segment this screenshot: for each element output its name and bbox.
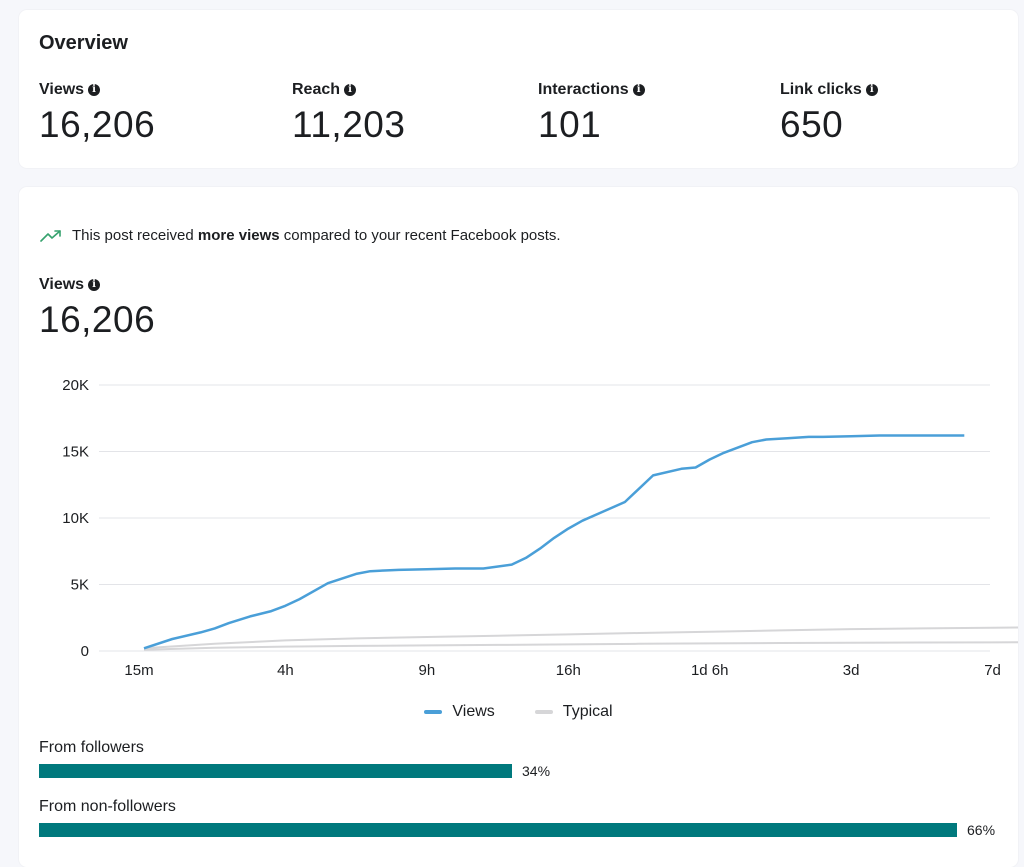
x-tick-label: 9h <box>419 662 436 679</box>
breakdown-percent: 66% <box>967 822 996 838</box>
overview-title: Overview <box>39 32 128 54</box>
legend-item-views[interactable]: Views <box>424 703 495 721</box>
insight-prefix: This post received <box>72 227 198 244</box>
x-tick-label: 4h <box>277 662 294 679</box>
x-tick-label: 16h <box>556 662 581 679</box>
x-tick-label: 15m <box>124 662 153 679</box>
views-card: This post received more views compared t… <box>19 187 1018 867</box>
breakdown-bar <box>39 764 512 778</box>
metric-label: Reach <box>292 81 341 98</box>
y-tick-label: 0 <box>81 643 89 660</box>
metric-link-clicks: Link clicks i 650 <box>780 80 878 146</box>
series-line-typical-upper[interactable] <box>143 626 1018 650</box>
breakdown-bar <box>39 823 957 837</box>
y-tick-label: 5K <box>71 577 89 594</box>
y-tick-label: 20K <box>62 377 89 394</box>
insight-text: This post received more views compared t… <box>72 227 561 244</box>
breakdown-label: From followers <box>39 739 144 756</box>
trending-up-icon <box>40 229 61 242</box>
metric-value: 16,206 <box>39 104 156 145</box>
info-icon[interactable]: i <box>344 84 357 96</box>
info-icon[interactable]: i <box>88 84 101 96</box>
info-icon[interactable]: i <box>632 84 645 96</box>
insight-emphasis: more views <box>197 227 280 244</box>
breakdown-non-followers: From non-followers 66% <box>39 798 995 838</box>
views-value: 16,206 <box>39 299 156 340</box>
y-tick-label: 10K <box>62 510 89 527</box>
metric-reach: Reach i 11,203 <box>292 80 405 146</box>
breakdown-label: From non-followers <box>39 798 176 815</box>
breakdown-percent: 34% <box>522 763 551 779</box>
legend-label: Typical <box>562 703 613 720</box>
y-tick-label: 15K <box>62 444 89 461</box>
series-line-views[interactable] <box>143 434 965 650</box>
views-summary: Views i 16,206 <box>39 275 155 341</box>
views-line-chart: 20K 15K 10K 5K 0 15m 4h 9h 16h 1d 6h 3d 7d <box>62 377 1018 679</box>
metric-label: Link clicks <box>780 81 862 98</box>
metric-label: Views <box>39 81 85 98</box>
chart-legend: Views Typical <box>19 703 1018 721</box>
legend-swatch-typical <box>534 710 553 714</box>
metric-value: 101 <box>538 104 602 145</box>
metric-value: 11,203 <box>292 104 406 145</box>
legend-swatch-views <box>424 710 443 714</box>
legend-item-typical[interactable]: Typical <box>534 703 613 721</box>
info-icon[interactable]: i <box>88 279 101 291</box>
series-line-typical-lower[interactable] <box>143 641 1018 651</box>
metric-value: 650 <box>780 104 844 145</box>
x-tick-label: 1d 6h <box>691 662 729 679</box>
info-icon[interactable]: i <box>865 84 878 96</box>
overview-card: Overview Views i 16,206 Reach i 11,203 I… <box>19 10 1018 168</box>
breakdown-followers: From followers 34% <box>39 739 550 779</box>
x-tick-label: 7d <box>984 662 1001 679</box>
insight-suffix: compared to your recent Facebook posts. <box>279 227 561 244</box>
x-tick-label: 3d <box>843 662 860 679</box>
metric-label: Interactions <box>538 81 629 98</box>
metric-interactions: Interactions i 101 <box>538 80 645 146</box>
metric-views: Views i 16,206 <box>39 80 155 146</box>
views-label: Views <box>39 276 85 293</box>
insight-message: This post received more views compared t… <box>40 227 561 244</box>
legend-label: Views <box>452 703 495 720</box>
